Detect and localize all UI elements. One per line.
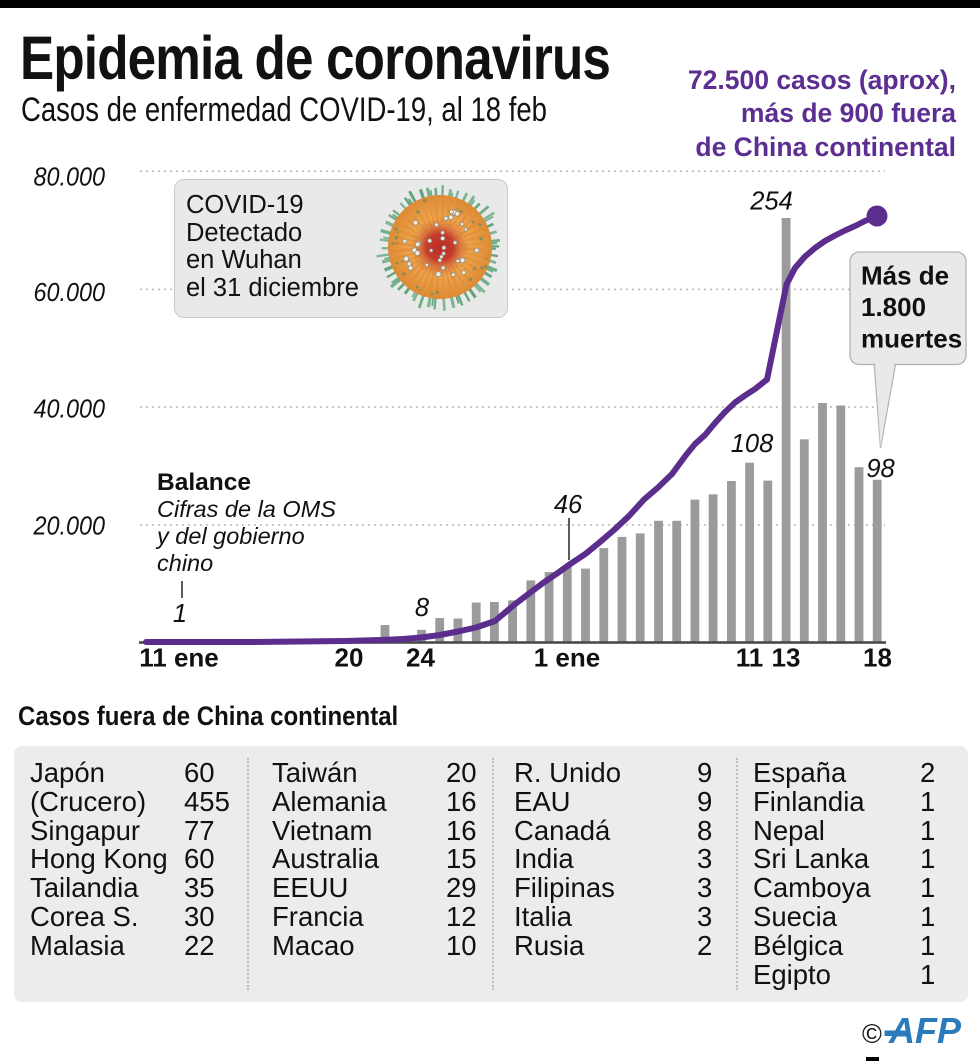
svg-text:8: 8 <box>415 594 430 622</box>
svg-text:13: 13 <box>772 643 801 673</box>
svg-text:1 ene: 1 ene <box>534 643 601 673</box>
svg-text:20: 20 <box>335 643 364 673</box>
svg-text:254: 254 <box>749 188 793 216</box>
svg-text:1: 1 <box>173 600 187 628</box>
svg-text:11 ene: 11 ene <box>139 643 219 673</box>
svg-text:80.000: 80.000 <box>33 163 105 191</box>
svg-text:24: 24 <box>406 643 435 673</box>
svg-text:108: 108 <box>731 430 774 458</box>
svg-text:Más de: Más de <box>861 261 949 291</box>
svg-text:60.000: 60.000 <box>33 279 105 307</box>
svg-text:98: 98 <box>866 455 895 483</box>
svg-text:1.800: 1.800 <box>861 292 926 322</box>
svg-text:46: 46 <box>554 491 583 519</box>
svg-text:11: 11 <box>736 643 764 673</box>
svg-text:©: © <box>862 1019 882 1049</box>
svg-text:40.000: 40.000 <box>33 395 105 423</box>
svg-text:muertes: muertes <box>861 324 962 354</box>
svg-text:20.000: 20.000 <box>33 512 106 540</box>
svg-text:18: 18 <box>863 643 892 673</box>
